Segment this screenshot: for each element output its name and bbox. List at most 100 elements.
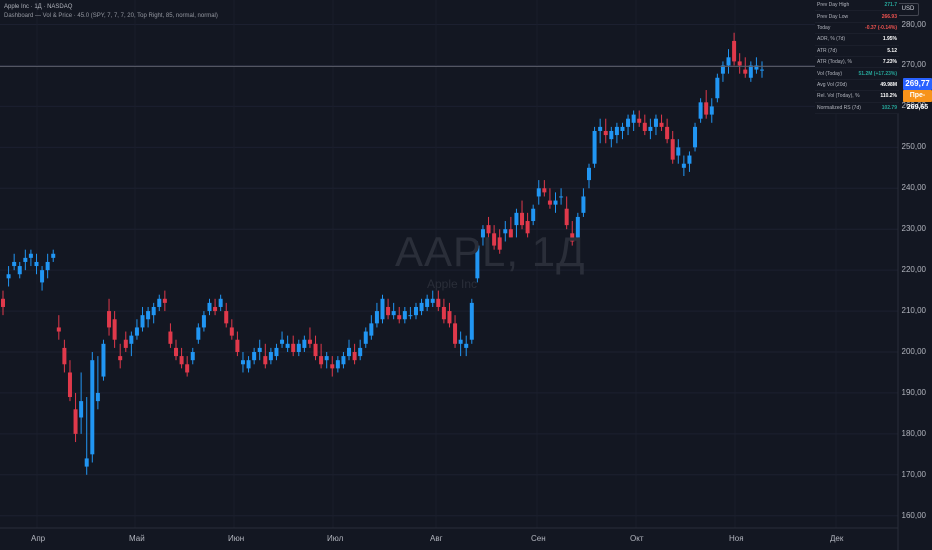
dashboard-table: Prev Day High 271.7 Prev Day Low 266.93 Toda… (815, 0, 899, 114)
candle-up (45, 261, 50, 271)
dashboard-value: 266.93 (881, 13, 897, 20)
candle-up (687, 155, 692, 164)
candle-down (642, 122, 647, 131)
candle-down (447, 311, 452, 324)
candle-up (101, 343, 106, 377)
candle-down (330, 364, 335, 369)
candle-down (291, 343, 296, 352)
candle-up (631, 114, 636, 123)
candle-down (56, 327, 61, 332)
candle-up (391, 311, 396, 316)
candle-up (17, 266, 22, 275)
dashboard-label: Vol (Today) (817, 70, 843, 77)
candle-down (107, 311, 112, 328)
candle-up (581, 196, 586, 213)
candle-up (598, 126, 603, 131)
dashboard-value: 1.95% (882, 36, 897, 43)
dashboard-row: Normalized RS (7d) 102.79 (815, 103, 899, 114)
candle-up (246, 360, 251, 369)
price-tick-label: 230,00 (901, 224, 926, 234)
candle-up (268, 352, 273, 361)
candle-down (547, 200, 552, 205)
candle-down (112, 319, 117, 340)
time-tick-label: Авг (430, 534, 443, 543)
candle-down (704, 102, 709, 115)
candle-up (374, 311, 379, 324)
candle-up (503, 229, 508, 234)
candle-down (397, 315, 402, 320)
candle-up (681, 163, 686, 168)
candle-up (369, 323, 374, 336)
dashboard-row: ATR (7d) 5.12 (815, 46, 899, 57)
price-tick-label: 260,00 (902, 101, 926, 110)
candle-up (676, 147, 681, 156)
candle-up (413, 306, 418, 316)
candle-up (715, 77, 720, 99)
dashboard-label: ADR, % (7d) (817, 36, 846, 43)
candle-up (609, 130, 614, 140)
candle-down (564, 208, 569, 226)
candle-up (419, 302, 424, 312)
candle-up (408, 315, 413, 317)
time-tick-label: Сен (531, 534, 546, 543)
candle-up (648, 126, 653, 131)
pre-market-price: 269,65 (906, 104, 929, 111)
candle-up (620, 126, 625, 131)
candle-up (129, 335, 134, 344)
price-tick-label: 170,00 (901, 469, 926, 479)
dashboard-value: 5.12 (887, 47, 897, 54)
candle-up (425, 298, 430, 307)
candle-up (347, 347, 352, 357)
candle-down (162, 298, 167, 303)
candle-up (709, 106, 714, 115)
symbol-title[interactable]: Apple Inc · 1Д · NASDAQ (4, 4, 73, 10)
candle-down (570, 233, 575, 242)
dashboard-value: 51.2M (+17.23%) (858, 70, 898, 77)
dashboard-label: Prev Day Low (817, 13, 849, 20)
price-tick-label: 160,00 (901, 510, 926, 520)
candle-down (229, 327, 234, 336)
time-tick-label: Дек (830, 534, 844, 543)
candle-up (335, 360, 340, 369)
dashboard-row: Avg Vol (20d) 49.98M (815, 80, 899, 92)
candle-up (358, 347, 363, 357)
candle-down (313, 343, 318, 357)
candle-down (213, 306, 218, 312)
candle-down (118, 356, 123, 361)
candle-up (559, 196, 564, 198)
candle-up (23, 257, 28, 262)
candle-up (760, 69, 764, 71)
candle-up (79, 401, 84, 418)
candle-up (536, 188, 541, 197)
candle-up (146, 311, 151, 320)
candle-down (224, 311, 229, 324)
candle-up (28, 253, 33, 258)
dashboard-label: ATR (Today), % (817, 59, 852, 66)
candle-up (614, 126, 619, 136)
currency-button[interactable]: USD (897, 3, 919, 16)
candle-down (123, 339, 128, 348)
candle-up (380, 298, 385, 320)
candle-up (285, 343, 290, 348)
candle-up (151, 306, 156, 316)
candle-up (218, 298, 223, 307)
candle-down (179, 356, 184, 365)
candle-up (363, 331, 368, 344)
candle-up (40, 270, 45, 283)
candle-down (520, 212, 525, 226)
candle-down (542, 188, 547, 193)
candle-up (296, 343, 301, 352)
candle-up (575, 216, 580, 238)
candle-down (659, 122, 664, 127)
candle-up (51, 253, 56, 258)
candle-down (453, 323, 458, 344)
candle-up (592, 130, 597, 164)
indicator-legend[interactable]: Dashboard — Vol & Price · 45.0 (SPY, 7, … (4, 13, 218, 19)
candle-down (73, 409, 78, 434)
candle-up (95, 392, 100, 402)
candle-down (62, 347, 67, 365)
symbol-watermark: AAPL, 1Д (395, 228, 586, 275)
pre-market-label: Пре- 269,65 (903, 90, 932, 111)
dashboard-value: 7.23% (882, 59, 897, 66)
